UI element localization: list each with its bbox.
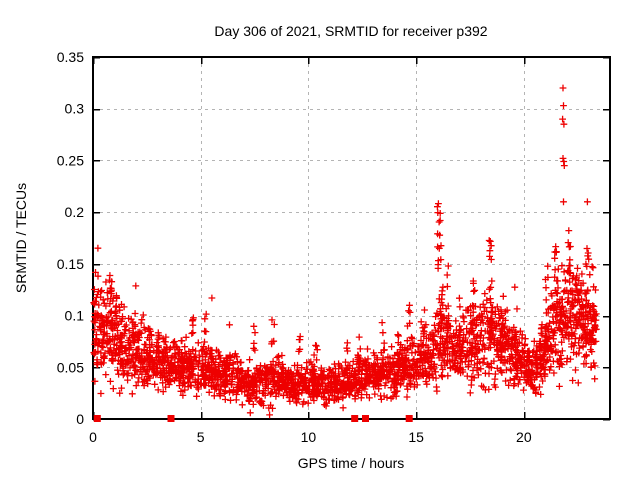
data-points: [90, 84, 600, 419]
y-axis-label: SRMTID / TECUs: [13, 183, 29, 293]
x-tick-label: 10: [301, 429, 317, 445]
x-tick-label: 20: [516, 429, 532, 445]
zero-square-marker: [351, 415, 359, 422]
chart-title: Day 306 of 2021, SRMTID for receiver p39…: [214, 23, 487, 39]
x-tick-label: 15: [408, 429, 424, 445]
x-axis-label: GPS time / hours: [298, 455, 405, 471]
x-tick-label: 0: [89, 429, 97, 445]
x-tick-label: 5: [197, 429, 205, 445]
axis-labels: Day 306 of 2021, SRMTID for receiver p39…: [13, 23, 532, 471]
scatter-plus-markers: [90, 84, 600, 419]
y-tick-label: 0.05: [57, 359, 84, 375]
y-tick-label: 0: [76, 411, 84, 427]
y-tick-label: 0.35: [57, 49, 84, 65]
y-tick-label: 0.2: [65, 204, 85, 220]
zero-square-marker: [405, 415, 413, 422]
y-tick-label: 0.3: [65, 101, 85, 117]
zero-markers: [93, 415, 413, 422]
zero-square-marker: [167, 415, 175, 422]
y-tick-label: 0.15: [57, 256, 84, 272]
zero-square-marker: [93, 415, 101, 422]
y-tick-label: 0.25: [57, 152, 84, 168]
zero-square-marker: [362, 415, 369, 422]
y-tick-label: 0.1: [65, 308, 85, 324]
